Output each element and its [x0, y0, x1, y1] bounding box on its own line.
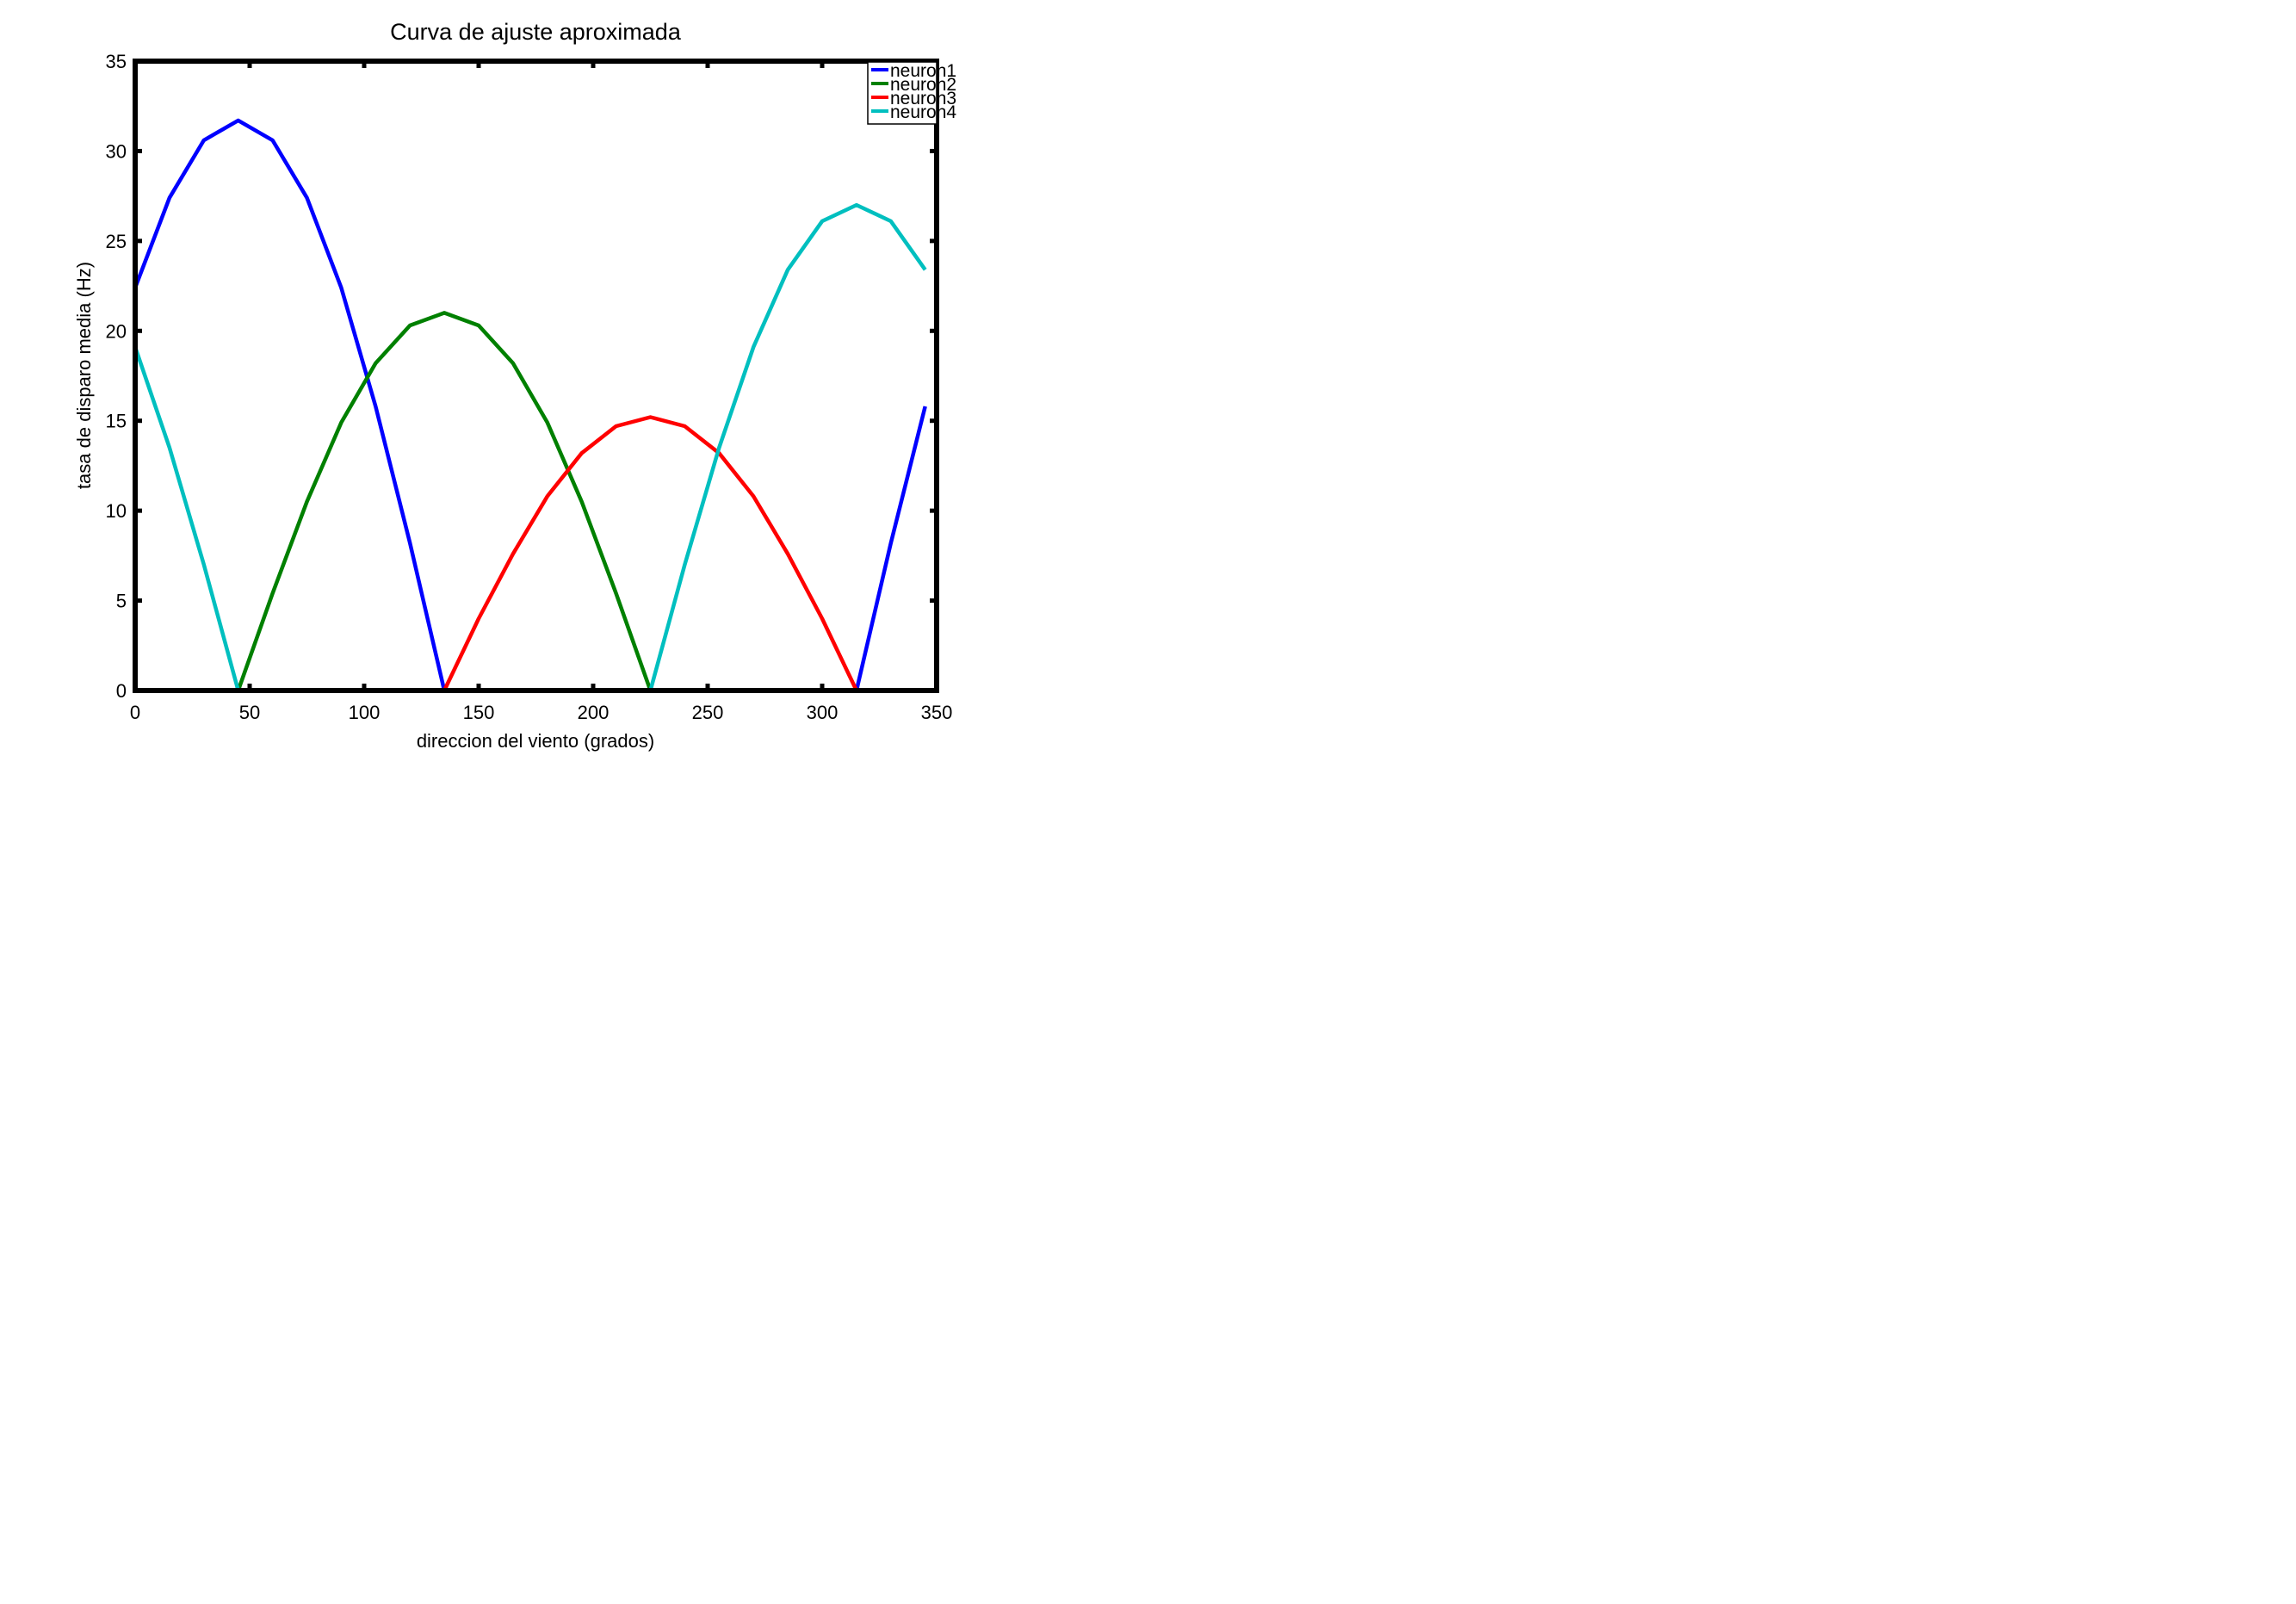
y-tick-label: 15 — [106, 411, 127, 432]
y-tick-label: 10 — [106, 500, 127, 522]
y-axis-label: tasa de disparo media (Hz) — [73, 262, 95, 489]
series-line-neuron1 — [133, 118, 927, 693]
legend-label-neuron2: neuron2 — [890, 75, 956, 95]
legend-label-neuron3: neuron3 — [890, 89, 956, 108]
legend-label-neuron4: neuron4 — [890, 102, 956, 122]
y-tick-label: 0 — [116, 680, 127, 702]
y-tick-label: 25 — [106, 231, 127, 252]
x-tick-label: 0 — [130, 702, 140, 723]
x-tick-label: 250 — [692, 702, 724, 723]
y-tick-label: 20 — [106, 320, 127, 342]
x-tick-label: 200 — [578, 702, 610, 723]
x-tick-label: 50 — [239, 702, 260, 723]
legend-label-neuron1: neuron1 — [890, 61, 956, 81]
chart-title: Curva de ajuste aproximada — [390, 19, 682, 45]
axis-ticks: 0 50 100 150 200 250 300 350 0 5 10 15 20 25 30 35 — [106, 51, 953, 723]
x-tick-label: 100 — [349, 702, 381, 723]
legend-box — [867, 61, 938, 125]
x-tick-label: 150 — [463, 702, 495, 723]
x-tick-label: 350 — [921, 702, 953, 723]
x-axis-label: direccion del viento (grados) — [417, 730, 654, 752]
x-tick-label: 300 — [807, 702, 839, 723]
plot-frame — [133, 59, 939, 693]
series-line-neuron4 — [133, 202, 927, 693]
y-tick-label: 35 — [106, 51, 127, 72]
y-tick-label: 5 — [116, 591, 127, 612]
y-tick-label: 30 — [106, 140, 127, 162]
series-line-neuron2 — [135, 311, 925, 693]
series-group — [133, 118, 927, 693]
